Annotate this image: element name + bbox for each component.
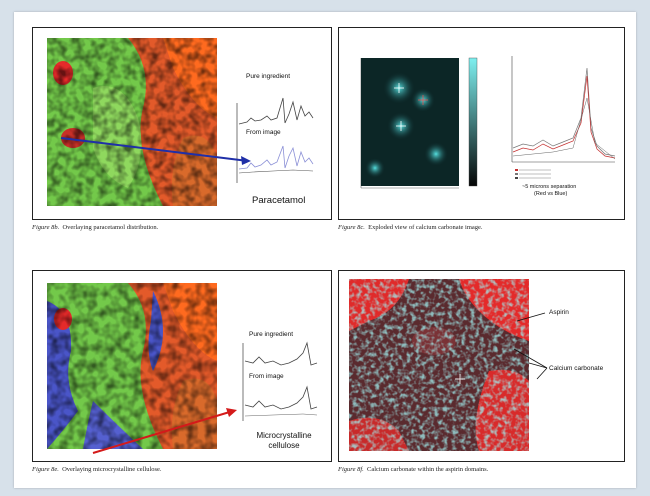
arrow-blue — [60, 137, 249, 162]
separation-note-line1: ~5 microns separation — [522, 184, 577, 190]
spectrum-label-image: From image — [249, 373, 284, 380]
calcium-carbonate-exploded-image — [360, 56, 616, 189]
figure-8e-panel: Pure ingredient From image Microcrystall… — [32, 270, 332, 462]
annotation-pointer-lines — [513, 312, 548, 380]
figure-8b-panel: Pure ingredient From image Paracetamol — [32, 27, 332, 220]
compound-label-line2: cellulose — [268, 441, 300, 450]
arrow-red-head — [226, 408, 237, 417]
calcium-carbonate-spectra-plot — [511, 56, 616, 179]
figure-8e-label: Figure 8e. — [32, 466, 59, 473]
figure-8e-caption: Figure 8e. Overlaying microcrystalline c… — [32, 466, 162, 473]
figure-8f-panel: Aspirin Calcium carbonate — [338, 270, 625, 462]
figure-8c-caption: Figure 8c. Exploded view of calcium carb… — [338, 224, 483, 231]
arrow-blue-head — [241, 156, 251, 165]
figure-8c-caption-text: Exploded view of calcium carbonate image… — [368, 224, 483, 231]
spectrum-label-pure: Pure ingredient — [246, 73, 291, 80]
paracetamol-spectra-plot — [236, 97, 314, 183]
calcium-carbonate-label: Calcium carbonate — [549, 365, 604, 372]
figure-8c-label: Figure 8c. — [338, 224, 365, 231]
arrow-red — [92, 410, 234, 454]
spectrum-label-image: From image — [246, 129, 281, 136]
figure-8b-label: Figure 8b. — [32, 224, 60, 231]
document-page: Pure ingredient From image Paracetamol F… — [14, 12, 636, 488]
aspirin-label: Aspirin — [549, 309, 569, 316]
figure-8b-caption: Figure 8b. Overlaying paracetamol distri… — [32, 224, 158, 231]
calcium-carbonate-aspirin-image — [349, 279, 548, 451]
spectrum-label-pure: Pure ingredient — [249, 331, 294, 338]
figure-8c-panel: ~5 microns separation (Red vs Blue) — [338, 27, 625, 220]
compound-label-line1: Microcrystalline — [256, 431, 312, 440]
separation-note-line2: (Red vs Blue) — [534, 191, 568, 197]
figure-8f-caption-text: Calcium carbonate within the aspirin dom… — [367, 466, 489, 473]
figure-8f-caption: Figure 8f. Calcium carbonate within the … — [338, 466, 488, 473]
figure-8b-caption-text: Overlaying paracetamol distribution. — [62, 224, 159, 231]
cellulose-spectra-plot — [242, 341, 318, 421]
cellulose-overlay-image — [47, 283, 318, 454]
paracetamol-overlay-image — [47, 38, 314, 206]
figure-8e-caption-text: Overlaying microcrystalline cellulose. — [62, 466, 162, 473]
figure-8f-label: Figure 8f. — [338, 466, 364, 473]
compound-label: Paracetamol — [252, 195, 306, 206]
